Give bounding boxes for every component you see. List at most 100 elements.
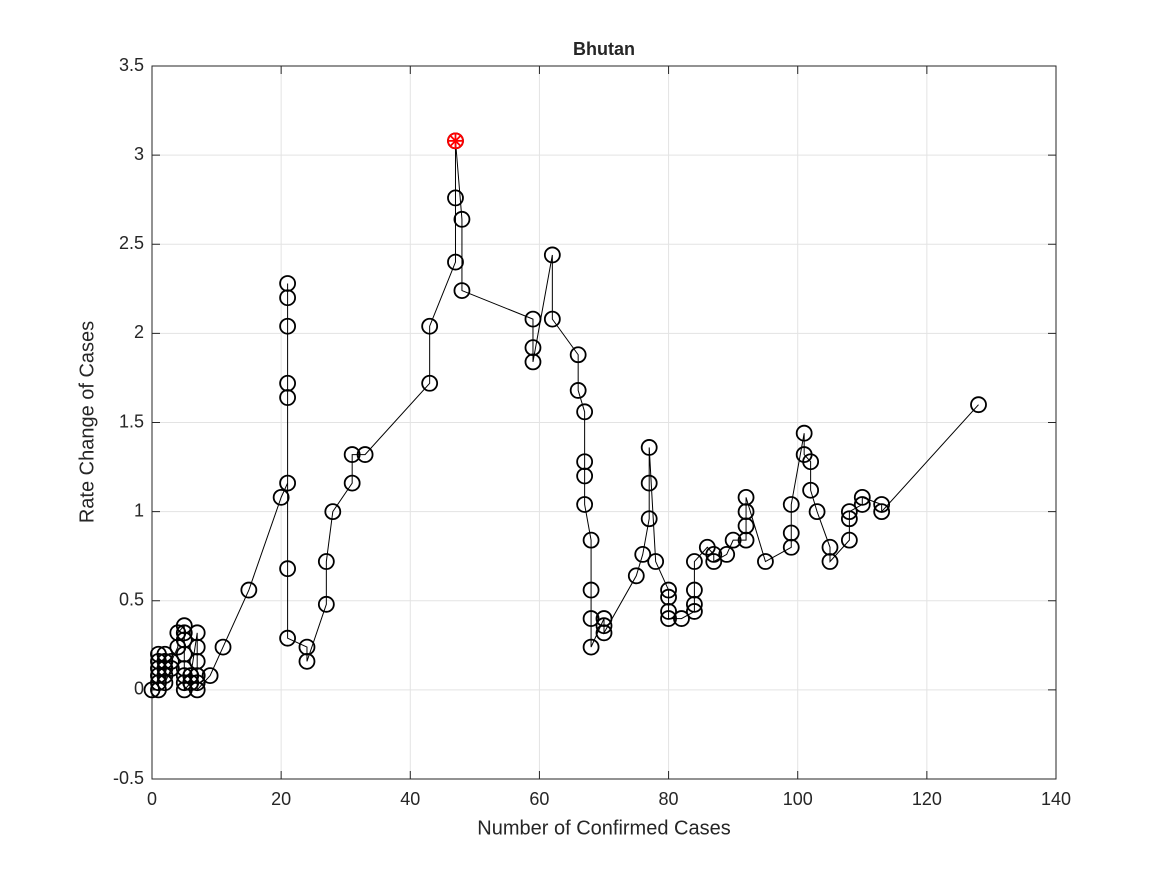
- plot-frame: [151, 65, 1057, 780]
- data-point: [795, 424, 813, 442]
- data-point: [718, 546, 736, 563]
- x-tick-label: 140: [1041, 789, 1071, 809]
- data-point: [873, 496, 891, 513]
- data-point: [543, 310, 561, 328]
- data-point: [317, 553, 335, 570]
- data-point: [524, 353, 542, 371]
- y-tick-label: 0.5: [119, 590, 144, 610]
- x-tick-label: 100: [783, 789, 813, 809]
- y-tick-label: 1.5: [119, 411, 144, 431]
- data-point: [453, 210, 471, 228]
- data-point: [279, 275, 297, 292]
- y-tick-label: 2: [134, 322, 144, 342]
- data-point: [447, 189, 464, 207]
- data-point: [660, 610, 677, 627]
- highlight-point: [447, 132, 464, 150]
- y-tick-label: 3.5: [119, 55, 144, 75]
- data-point: [595, 617, 613, 635]
- data-point: [757, 553, 774, 570]
- data-point: [686, 581, 703, 599]
- data-point: [201, 667, 219, 685]
- data-point: [640, 474, 658, 492]
- data-point: [582, 610, 600, 627]
- data-point: [175, 624, 193, 642]
- data-point: [576, 496, 594, 513]
- data-point: [279, 317, 297, 335]
- x-tick-label: 80: [659, 789, 679, 809]
- data-point: [524, 310, 542, 328]
- data-point: [356, 446, 374, 463]
- data-point: [840, 503, 858, 521]
- data-point: [188, 674, 206, 692]
- data-point: [343, 446, 361, 463]
- data-point: [272, 488, 290, 506]
- data-point: [156, 674, 174, 692]
- data-point: [240, 581, 258, 599]
- highlight-marker: [449, 135, 462, 147]
- series-line: [152, 140, 979, 692]
- data-point: [686, 553, 703, 570]
- data-point: [453, 282, 471, 299]
- data-point: [686, 603, 703, 620]
- data-point: [595, 624, 613, 642]
- y-tick-label: 3: [134, 144, 144, 164]
- data-point: [343, 474, 361, 492]
- y-tick-label: -0.5: [113, 768, 144, 788]
- data-point: [421, 317, 439, 335]
- data-point: [640, 510, 658, 528]
- data-point: [647, 553, 665, 570]
- y-tick-label: 1: [134, 500, 144, 520]
- data-point: [853, 488, 871, 506]
- data-point: [188, 681, 206, 699]
- data-point: [840, 531, 858, 549]
- data-point: [569, 346, 587, 364]
- data-point: [162, 660, 180, 677]
- data-point: [543, 246, 561, 264]
- data-point: [582, 531, 600, 549]
- data-point: [279, 474, 297, 492]
- y-axis-label: Rate Change of Cases: [76, 321, 98, 523]
- data-point: [705, 553, 723, 570]
- data-point: [634, 546, 652, 563]
- data-point: [421, 374, 439, 392]
- y-tick-label: 2.5: [119, 233, 144, 253]
- data-point: [853, 496, 871, 513]
- chart-title: Bhutan: [573, 39, 635, 59]
- data-point: [821, 553, 839, 570]
- data-point: [660, 581, 677, 599]
- data-point: [970, 396, 987, 414]
- data-point: [782, 524, 800, 542]
- data-point: [724, 531, 742, 549]
- x-tick-label: 0: [147, 789, 157, 809]
- data-point: [808, 503, 826, 521]
- y-tick-label: 0: [134, 679, 144, 699]
- x-tick-label: 60: [529, 789, 549, 809]
- data-point: [279, 560, 297, 578]
- data-point: [279, 374, 297, 392]
- data-point: [324, 503, 342, 521]
- data-point: [705, 546, 723, 563]
- data-point: [802, 453, 820, 471]
- data-point: [447, 253, 464, 271]
- data-point: [873, 503, 891, 521]
- data-point: [582, 581, 600, 599]
- data-point: [840, 510, 858, 528]
- data-point: [673, 610, 690, 627]
- data-point: [317, 595, 335, 613]
- data-point: [582, 638, 600, 656]
- data-point: [802, 481, 820, 499]
- data-point: [627, 567, 645, 585]
- x-axis-label: Number of Confirmed Cases: [477, 817, 730, 839]
- x-tick-label: 20: [271, 789, 291, 809]
- data-point: [298, 652, 316, 670]
- data-point: [782, 496, 800, 513]
- data-point: [576, 467, 594, 485]
- data-point: [162, 652, 180, 670]
- data-point: [737, 488, 755, 506]
- x-tick-label: 40: [400, 789, 420, 809]
- x-tick-label: 120: [912, 789, 942, 809]
- data-point: [279, 629, 297, 647]
- data-point: [214, 638, 232, 656]
- data-point: [660, 603, 677, 620]
